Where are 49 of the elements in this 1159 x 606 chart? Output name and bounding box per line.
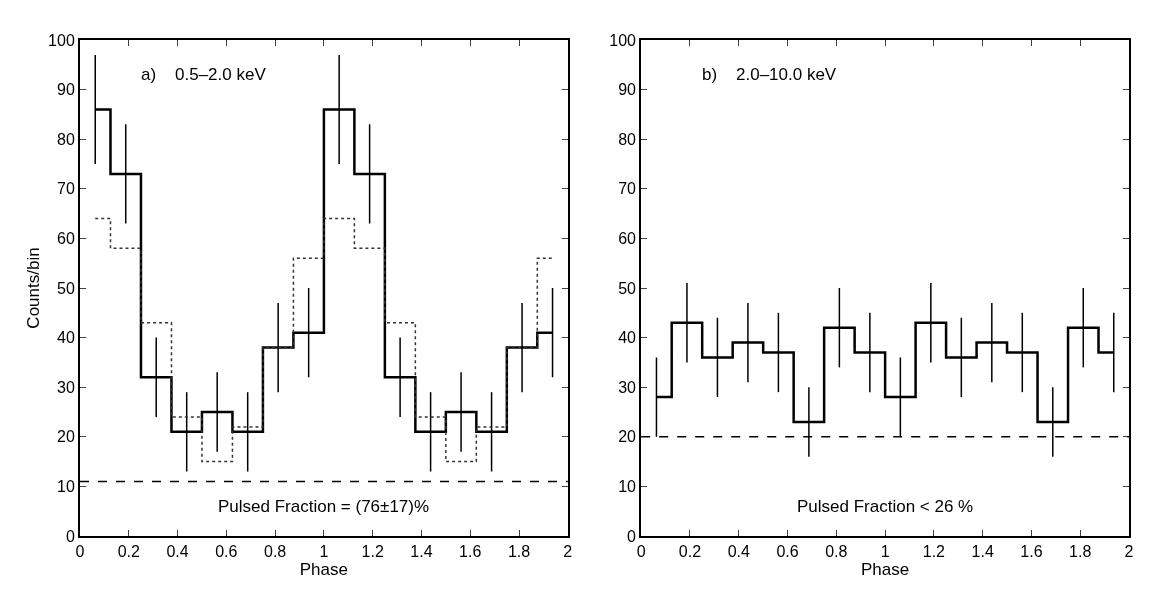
y-axis-title: Counts/bin	[24, 247, 44, 329]
x-tick-label: 1.6	[1020, 543, 1043, 561]
y-tick-label: 50	[57, 279, 75, 297]
y-tick-label: 0	[65, 527, 75, 545]
y-tick-label: 60	[57, 230, 75, 247]
x-tick-label: 1	[319, 543, 329, 561]
x-tick-label: 0.8	[825, 543, 848, 561]
y-tick-label: 70	[57, 180, 75, 198]
y-tick-label: 80	[57, 130, 75, 148]
y-tick-label: 30	[618, 378, 637, 396]
y-tick-label: 10	[618, 478, 637, 495]
x-tick-label: 1.2	[922, 543, 946, 561]
y-tick-label: 30	[57, 378, 75, 396]
y-tick-label: 10	[57, 478, 75, 495]
x-tick-label: 0.6	[215, 543, 238, 561]
x-tick-label: 0.4	[727, 543, 750, 561]
x-axis-title: Phase	[861, 560, 910, 580]
x-tick-label: 0.4	[166, 543, 189, 561]
annotation: b) 2.0–10.0 keV	[702, 65, 837, 84]
annotation: Pulsed Fraction = (76±17)%	[218, 497, 430, 516]
y-tick-label: 20	[618, 428, 637, 446]
x-tick-label: 1.4	[971, 543, 994, 561]
y-tick-label: 20	[57, 428, 75, 446]
y-tick-label: 100	[48, 31, 75, 49]
y-tick-label: 90	[57, 81, 75, 99]
x-tick-label: 1.8	[507, 543, 531, 561]
x-tick-label: 2	[1124, 543, 1134, 561]
x-tick-label: 0.6	[776, 543, 799, 561]
y-tick-label: 90	[618, 81, 637, 99]
y-tick-label: 60	[618, 230, 637, 247]
x-tick-label: 0.2	[117, 543, 140, 561]
x-axis-title: Phase	[299, 560, 348, 580]
x-tick-label: 1.4	[410, 543, 433, 561]
x-tick-label: 1.6	[459, 543, 482, 561]
y-tick-label: 0	[627, 527, 637, 545]
y-tick-label: 100	[609, 31, 637, 49]
x-tick-label: 0.8	[263, 543, 287, 561]
x-tick-label: 2	[563, 543, 573, 561]
annotation: a) 0.5–2.0 keV	[141, 65, 267, 84]
x-tick-label: 1.2	[361, 543, 384, 561]
y-tick-label: 40	[618, 329, 637, 347]
y-tick-label: 70	[618, 180, 637, 198]
x-tick-label: 1	[880, 543, 890, 561]
x-tick-label: 1.8	[1069, 543, 1092, 561]
y-tick-label: 40	[57, 329, 75, 347]
y-tick-label: 80	[618, 130, 637, 148]
y-tick-label: 50	[618, 279, 637, 297]
annotation: Pulsed Fraction < 26 %	[797, 497, 974, 516]
x-tick-label: 0.2	[678, 543, 702, 561]
